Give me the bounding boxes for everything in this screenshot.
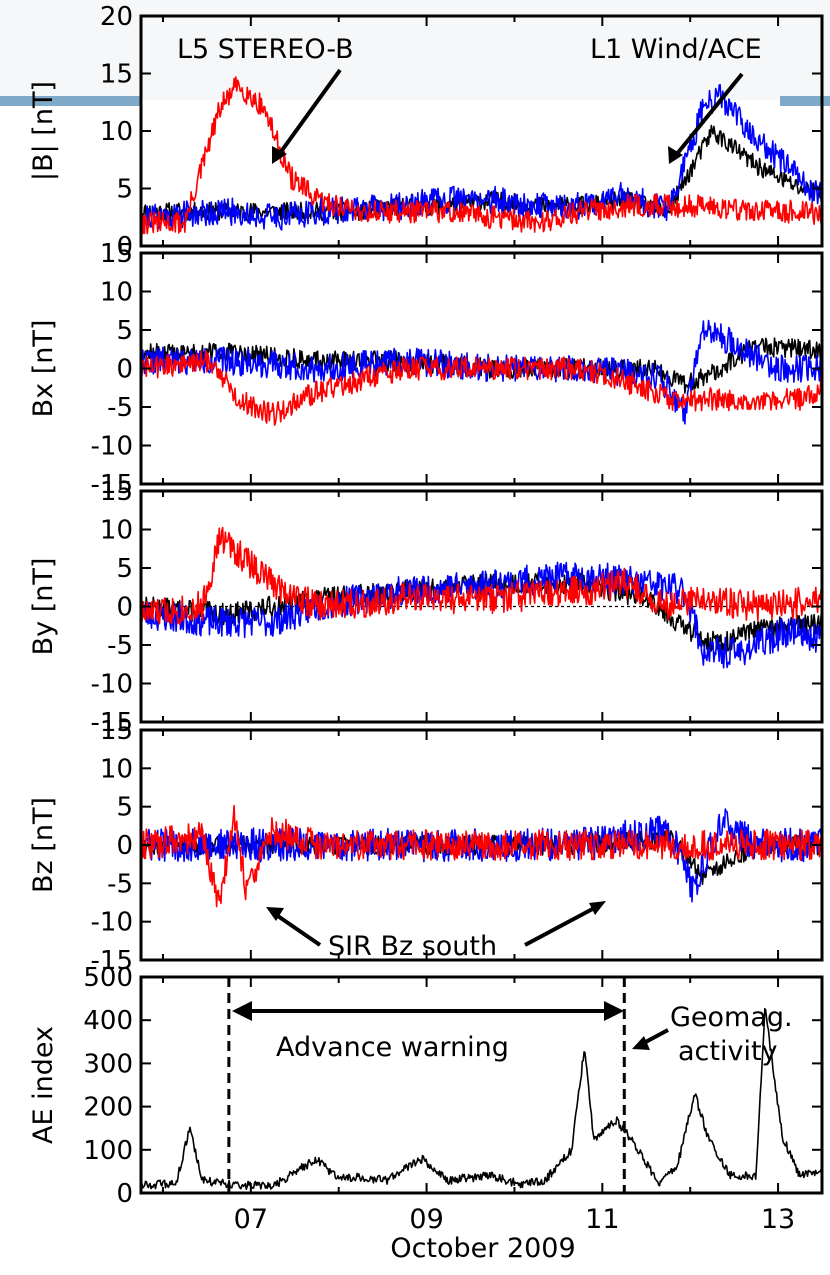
arrow-sir-left — [270, 910, 322, 947]
annotation-activity: activity — [678, 1036, 778, 1067]
ytick-label: 300 — [83, 1049, 133, 1079]
arrowhead-geomag — [632, 1036, 650, 1050]
arrow-l1 — [670, 72, 744, 162]
annotation-l1: L1 Wind/ACE — [590, 34, 762, 65]
ytick-label: 15 — [100, 477, 133, 507]
ytick-label: -15 — [91, 946, 133, 976]
ytick-label: -15 — [91, 470, 133, 500]
annotation-advance-warning: Advance warning — [276, 1032, 509, 1063]
ytick-label: 10 — [100, 278, 133, 308]
panel-Bz: 15 10 5 0 -5 -10 -15 Bz [nT] — [28, 716, 824, 976]
ytick-label: 5 — [116, 554, 133, 584]
ytick-label: 15 — [100, 239, 133, 269]
ytick-label: -15 — [91, 708, 133, 738]
advance-warning-head-right — [604, 1001, 624, 1021]
ytick-label: 0 — [116, 593, 133, 623]
ytick-label: 0 — [116, 1179, 133, 1209]
series-line — [141, 124, 822, 222]
ytick-label: 400 — [83, 1006, 133, 1036]
ytick-label: 200 — [83, 1093, 133, 1123]
x-axis-label: October 2009 — [390, 1233, 575, 1264]
series-line — [141, 526, 822, 626]
ytick-label: 10 — [100, 754, 133, 784]
series-line — [141, 1007, 822, 1190]
y-axis-label: Bz [nT] — [28, 797, 59, 893]
ytick-label: -10 — [91, 908, 133, 938]
ytick-label: -5 — [107, 393, 133, 423]
y-axis-label: By [nT] — [28, 558, 59, 656]
arrowhead-l5 — [272, 146, 287, 164]
xtick-label: 11 — [585, 1204, 619, 1235]
annotation-geomag: Geomag. — [670, 1002, 793, 1033]
arrowhead-l1 — [668, 146, 683, 164]
ytick-label: 0 — [116, 232, 133, 262]
panel-Bx: 15 10 5 0 -5 -10 -15 Bx [nT] — [28, 239, 824, 500]
series-line — [141, 804, 822, 908]
ytick-label: -10 — [91, 432, 133, 462]
panel-By: 15 10 5 0 -5 -10 -15 By [nT] — [28, 477, 824, 738]
ytick-label: -5 — [107, 631, 133, 661]
ytick-label: 500 — [83, 963, 133, 993]
series-line — [141, 76, 822, 235]
ytick-label: -5 — [107, 869, 133, 899]
y-axis-label: |B| [nT] — [28, 81, 59, 181]
panel-B: 20 15 10 5 0 |B| [nT] — [28, 2, 824, 262]
ytick-label: -10 — [91, 670, 133, 700]
ytick-label: 5 — [116, 316, 133, 346]
ytick-label: 15 — [100, 60, 133, 90]
ytick-label: 0 — [116, 831, 133, 861]
ytick-label: 10 — [100, 516, 133, 546]
annotation-sir: SIR Bz south — [328, 931, 497, 962]
ytick-label: 0 — [116, 355, 133, 385]
series-line — [141, 83, 822, 231]
y-axis-label: AE index — [28, 1026, 59, 1144]
advance-warning-head-left — [232, 1001, 252, 1021]
ytick-label: 5 — [116, 793, 133, 823]
arrowhead-sir-right — [589, 901, 606, 915]
arrow-l5 — [273, 68, 342, 162]
arrowhead-sir-left — [266, 907, 284, 921]
panel-AE: 500 400 300 200 100 0 AE index — [28, 963, 824, 1209]
arrow-sir-right — [524, 903, 601, 947]
ytick-label: 20 — [100, 2, 133, 32]
xtick-label: 09 — [409, 1204, 443, 1235]
y-axis-label: Bx [nT] — [28, 320, 59, 418]
series-line — [141, 350, 822, 426]
xtick-label: 07 — [234, 1204, 268, 1235]
annotation-l5: L5 STEREO-B — [177, 34, 354, 65]
ytick-label: 5 — [116, 175, 133, 205]
panel-frame — [139, 975, 824, 1195]
series-line — [141, 319, 822, 425]
ytick-label: 100 — [83, 1136, 133, 1166]
ytick-label: 15 — [100, 716, 133, 746]
xtick-label: 13 — [761, 1204, 795, 1235]
series-line — [141, 571, 822, 655]
ytick-label: 10 — [100, 117, 133, 147]
